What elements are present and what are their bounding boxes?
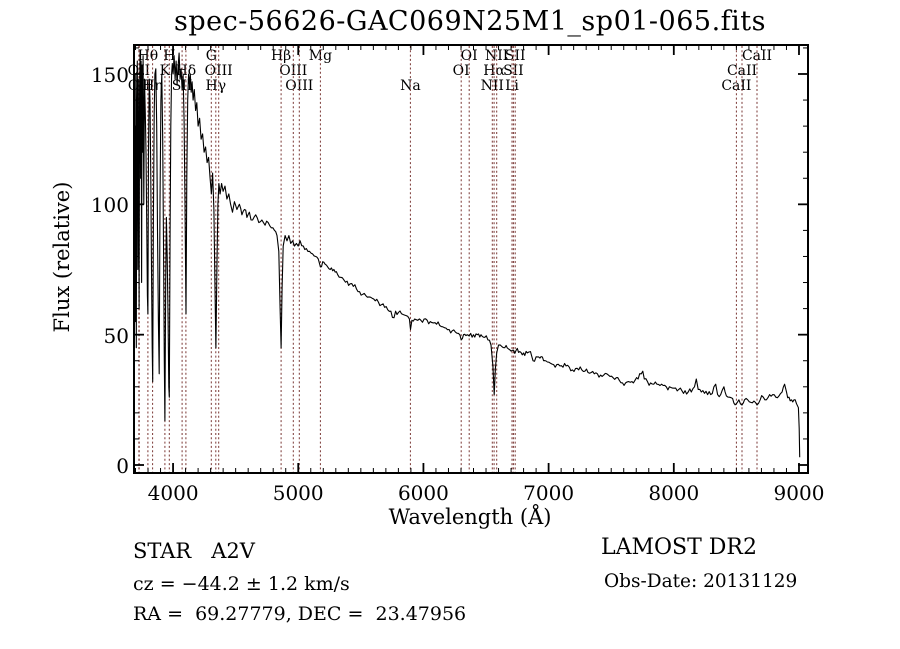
spectral-line-label: Hα [483,63,505,79]
spectral-line-label: Hθ [137,48,159,64]
spectral-line-label: Mg [308,48,333,64]
spectral-line-label: SII [171,78,193,94]
ra-dec-text: RA = 69.27779, DEC = 23.47956 [133,603,467,625]
x-tick-label: 5000 [272,481,324,505]
y-tick-label: 150 [90,63,129,87]
obs-date-text: Obs-Date: 20131129 [604,571,798,592]
object-class-text: STAR A2V [133,539,255,563]
spectral-line-label: Hγ [205,78,227,94]
spectral-line-label: Hδ [175,63,197,79]
spectral-line-label: G [205,48,217,64]
y-tick-label: 50 [103,323,129,348]
spectral-line-label: CaII [721,78,752,94]
spectral-line-label: H [163,48,176,64]
spectral-line-label: CaII [726,63,758,79]
spectral-line-label: OI [460,48,478,64]
cz-velocity-text: cz = −44.2 ± 1.2 km/s [133,573,350,595]
survey-name-text: LAMOST DR2 [601,535,757,560]
spectral-line-label: OII [127,63,151,79]
x-tick-label: 7000 [523,481,575,505]
spectral-line-label: SII [504,48,526,64]
spectral-line-label: K [159,63,171,79]
x-tick-label: 4000 [147,481,199,505]
spectral-line-label: OIII [279,63,308,79]
spectral-line-label: Hη [142,78,163,94]
x-tick-label: 6000 [397,481,449,505]
spectral-line-label: NII [480,78,504,94]
y-tick-label: 100 [90,193,129,218]
spectral-line-label: Hβ [270,48,292,64]
x-tick-label: 8000 [648,481,700,505]
spectral-line-label: OIII [204,63,233,79]
x-axis-label: Wavelength (Å) [388,505,552,529]
spectral-line-label: Li [505,78,519,94]
x-tick-label: 9000 [773,481,825,505]
chart-title: spec-56626-GAC069N25M1_sp01-065.fits [173,6,767,37]
y-tick-label: 0 [116,454,129,478]
spectral-line-label: OI [452,63,470,79]
spectral-line-label: Na [400,78,421,94]
spectral-line-label: SII [503,63,524,79]
spectral-line-label: CaII [741,48,773,64]
spectral-line-label: OIII [285,78,314,94]
